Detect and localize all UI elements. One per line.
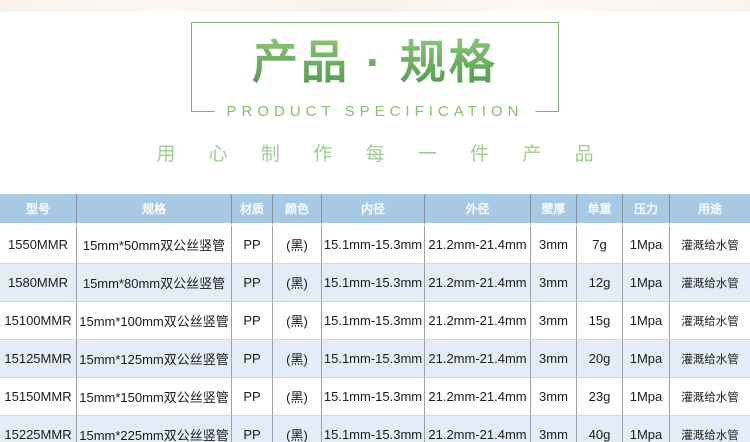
cell-pressure: 1Mpa — [623, 378, 670, 416]
column-header-inner: 内径 — [322, 194, 425, 226]
cell-inner: 15.1mm-15.3mm — [322, 378, 425, 416]
table-row: 1550MMR 15mm*50mm双公丝竖管 PP (黑) 15.1mm-15.3mm 2… — [0, 226, 750, 264]
column-header-pressure: 压力 — [623, 194, 670, 226]
cell-use: 灌溉给水管 — [670, 378, 750, 416]
cell-model: 1550MMR — [0, 226, 77, 264]
column-header-color: 颜色 — [273, 194, 322, 226]
cell-pressure: 1Mpa — [623, 264, 670, 302]
cell-pressure: 1Mpa — [623, 226, 670, 264]
cell-inner: 15.1mm-15.3mm — [322, 264, 425, 302]
cell-inner: 15.1mm-15.3mm — [322, 416, 425, 442]
cell-wall: 3mm — [531, 416, 577, 442]
cell-use: 灌溉给水管 — [670, 226, 750, 264]
cell-pressure: 1Mpa — [623, 416, 670, 442]
cell-spec: 15mm*225mm双公丝竖管 — [77, 416, 232, 442]
cell-weight: 23g — [577, 378, 623, 416]
cell-inner: 15.1mm-15.3mm — [322, 340, 425, 378]
cell-wall: 3mm — [531, 302, 577, 340]
cell-inner: 15.1mm-15.3mm — [322, 302, 425, 340]
column-header-model: 型号 — [0, 194, 77, 226]
cell-weight: 12g — [577, 264, 623, 302]
column-header-material: 材质 — [232, 194, 273, 226]
page-title: 产品 · 规格 — [252, 33, 498, 91]
table-row: 15225MMR 15mm*225mm双公丝竖管 PP (黑) 15.1mm-15.3m… — [0, 416, 750, 442]
cell-material: PP — [232, 226, 273, 264]
header-row: 型号 规格 材质 颜色 内径 外径 壁厚 单重 压力 用途 — [0, 194, 750, 226]
cell-weight: 15g — [577, 302, 623, 340]
cell-weight: 20g — [577, 340, 623, 378]
table-row: 15150MMR 15mm*150mm双公丝竖管 PP (黑) 15.1mm-15.3m… — [0, 378, 750, 416]
cell-material: PP — [232, 264, 273, 302]
column-header-use: 用途 — [670, 194, 750, 226]
cell-use: 灌溉给水管 — [670, 340, 750, 378]
cell-outer: 21.2mm-21.4mm — [425, 302, 531, 340]
title-box: 产品 · 规格 PRODUCT SPECIFICATION — [191, 22, 559, 120]
spec-table: 型号 规格 材质 颜色 内径 外径 壁厚 单重 压力 用途 1550MMR 15mm*50mm双公丝… — [0, 194, 750, 442]
cell-wall: 3mm — [531, 226, 577, 264]
cell-outer: 21.2mm-21.4mm — [425, 226, 531, 264]
cell-use: 灌溉给水管 — [670, 302, 750, 340]
cell-spec: 15mm*150mm双公丝竖管 — [77, 378, 232, 416]
cell-model: 15125MMR — [0, 340, 77, 378]
cell-spec: 15mm*80mm双公丝竖管 — [77, 264, 232, 302]
cell-use: 灌溉给水管 — [670, 416, 750, 442]
cell-spec: 15mm*50mm双公丝竖管 — [77, 226, 232, 264]
cell-inner: 15.1mm-15.3mm — [322, 226, 425, 264]
cell-use: 灌溉给水管 — [670, 264, 750, 302]
spec-table-header: 型号 规格 材质 颜色 内径 外径 壁厚 单重 压力 用途 — [0, 194, 750, 226]
cell-material: PP — [232, 302, 273, 340]
table-row: 1580MMR 15mm*80mm双公丝竖管 PP (黑) 15.1mm-15.3mm 2… — [0, 264, 750, 302]
cell-outer: 21.2mm-21.4mm — [425, 264, 531, 302]
cell-outer: 21.2mm-21.4mm — [425, 416, 531, 442]
page-title-en: PRODUCT SPECIFICATION — [214, 103, 536, 120]
cell-wall: 3mm — [531, 264, 577, 302]
top-decorative-band — [0, 0, 750, 12]
cell-pressure: 1Mpa — [623, 340, 670, 378]
cell-model: 15100MMR — [0, 302, 77, 340]
table-row: 15125MMR 15mm*125mm双公丝竖管 PP (黑) 15.1mm-15.3m… — [0, 340, 750, 378]
cell-color: (黑) — [273, 378, 322, 416]
cell-weight: 40g — [577, 416, 623, 442]
cell-material: PP — [232, 378, 273, 416]
cell-outer: 21.2mm-21.4mm — [425, 340, 531, 378]
cell-outer: 21.2mm-21.4mm — [425, 378, 531, 416]
cell-material: PP — [232, 416, 273, 442]
column-header-weight: 单重 — [577, 194, 623, 226]
cell-color: (黑) — [273, 416, 322, 442]
column-header-outer: 外径 — [425, 194, 531, 226]
column-header-spec: 规格 — [77, 194, 232, 226]
cell-model: 15225MMR — [0, 416, 77, 442]
table-row: 15100MMR 15mm*100mm双公丝竖管 PP (黑) 15.1mm-15.3m… — [0, 302, 750, 340]
cell-wall: 3mm — [531, 378, 577, 416]
spec-table-body: 1550MMR 15mm*50mm双公丝竖管 PP (黑) 15.1mm-15.3mm 2… — [0, 226, 750, 442]
cell-weight: 7g — [577, 226, 623, 264]
cell-color: (黑) — [273, 302, 322, 340]
column-header-wall: 壁厚 — [531, 194, 577, 226]
cell-wall: 3mm — [531, 340, 577, 378]
cell-spec: 15mm*100mm双公丝竖管 — [77, 302, 232, 340]
cell-pressure: 1Mpa — [623, 302, 670, 340]
cell-model: 1580MMR — [0, 264, 77, 302]
cell-spec: 15mm*125mm双公丝竖管 — [77, 340, 232, 378]
cell-model: 15150MMR — [0, 378, 77, 416]
cell-color: (黑) — [273, 264, 322, 302]
cell-material: PP — [232, 340, 273, 378]
page-subtitle: 用 心 制 作 每 一 件 产 品 — [156, 144, 608, 165]
cell-color: (黑) — [273, 340, 322, 378]
cell-color: (黑) — [273, 226, 322, 264]
